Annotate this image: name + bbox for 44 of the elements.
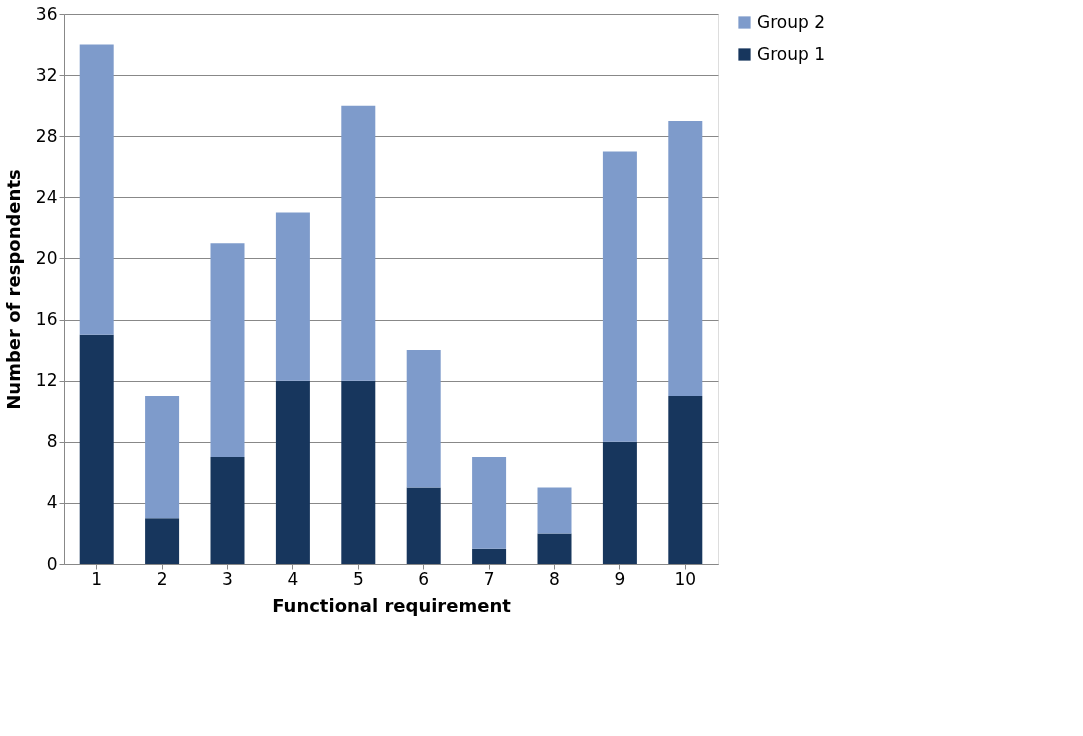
bar (341, 380, 376, 564)
y-tick-label: 0 (46, 553, 58, 574)
bar (79, 334, 114, 564)
bar (275, 380, 310, 564)
y-tick-label: 36 (35, 3, 58, 24)
bar (668, 120, 703, 396)
bar (275, 212, 310, 381)
bar (602, 441, 637, 564)
bar (472, 457, 507, 549)
bar (145, 395, 180, 519)
x-tick-label: 7 (483, 568, 495, 589)
bar (668, 395, 703, 564)
x-tick-label: 3 (222, 568, 233, 589)
bar (406, 487, 441, 564)
x-tick-label: 10 (674, 568, 697, 589)
x-tick-label: 9 (614, 568, 626, 589)
legend-label: Group 2 (757, 11, 825, 32)
bar (341, 105, 376, 381)
x-tick-label: 5 (352, 568, 364, 589)
x-tick-label: 6 (418, 568, 430, 589)
x-tick-label: 1 (91, 568, 103, 589)
x-axis-title: Functional requirement (272, 594, 512, 616)
bar (472, 548, 507, 564)
y-axis-title: Number of respondents (2, 169, 24, 410)
bar (602, 151, 637, 442)
bar (79, 44, 114, 335)
x-tick-label: 4 (287, 568, 299, 589)
bar (145, 518, 180, 564)
bar (537, 533, 572, 564)
legend-label: Group 1 (757, 43, 825, 64)
y-tick-label: 8 (46, 431, 58, 452)
y-tick-label: 16 (35, 309, 58, 330)
y-tick-label: 20 (35, 247, 58, 268)
y-tick-label: 28 (35, 125, 58, 146)
y-tick-label: 4 (46, 492, 58, 513)
y-tick-label: 12 (35, 370, 58, 391)
bar (210, 243, 245, 458)
x-tick-label: 2 (156, 568, 168, 589)
bar (537, 487, 572, 534)
bar (406, 350, 441, 488)
x-tick-label: 8 (549, 568, 560, 589)
y-tick-label: 32 (35, 64, 58, 85)
y-tick-label: 24 (35, 186, 58, 207)
bar (210, 457, 245, 564)
